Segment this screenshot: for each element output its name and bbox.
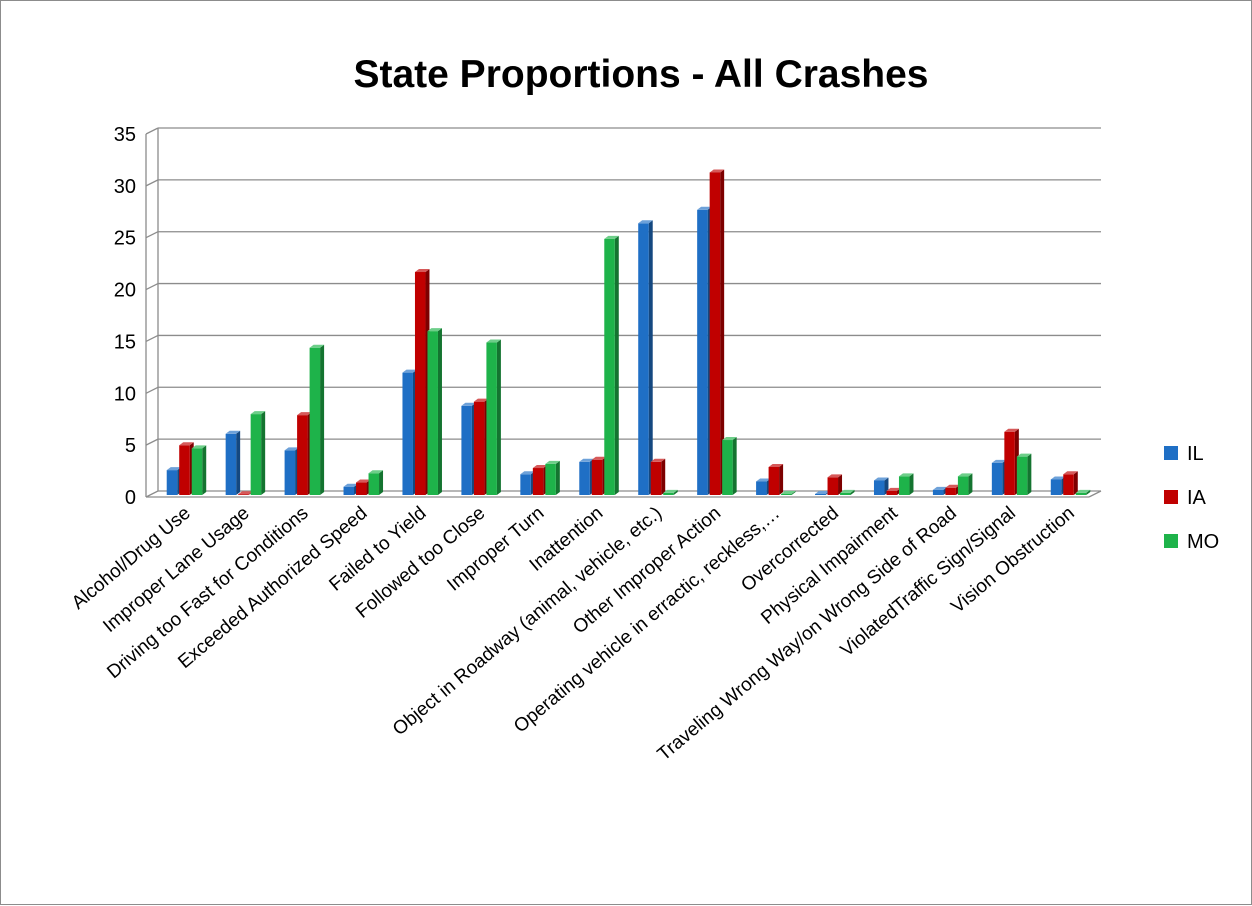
bar-IA: [827, 474, 843, 495]
bar-MO: [250, 411, 266, 495]
bar-IL: [520, 471, 535, 495]
bar-IA: [1004, 428, 1019, 495]
bar-IA: [356, 479, 371, 495]
bar-IA: [238, 491, 253, 495]
bar-IL: [873, 477, 889, 495]
bar-MO: [957, 473, 973, 495]
bar-IA: [414, 269, 430, 495]
chart-title: State Proportions - All Crashes: [353, 53, 928, 96]
legend-swatch-MO: [1164, 534, 1178, 548]
bar-MO: [486, 339, 501, 495]
bar-MO: [191, 445, 207, 495]
gridline-diagonal: [145, 127, 159, 135]
bar-MO: [722, 437, 737, 495]
y-tick-label: 20: [114, 280, 136, 302]
floor-edge: [1088, 490, 1102, 498]
bar-IA: [650, 458, 666, 495]
bar-MO: [1016, 453, 1032, 495]
bar-IA: [886, 487, 901, 495]
gridlines: [145, 127, 1101, 498]
legend: IL IA MO: [1164, 443, 1219, 553]
bar-IA: [532, 465, 548, 495]
bar-IL: [1050, 476, 1066, 495]
y-axis-ticks: 0 5 10 15 20 25 30 35: [114, 124, 136, 509]
bar-IL: [932, 486, 948, 495]
legend-label-MO: MO: [1187, 531, 1219, 553]
gridline-diagonal: [145, 490, 159, 498]
bars: [166, 169, 1091, 496]
bar-MO: [604, 235, 619, 495]
bar-IA: [473, 398, 489, 495]
axes: [145, 128, 1102, 498]
bar-MO: [427, 328, 442, 495]
y-tick-label: 10: [114, 383, 136, 405]
y-tick-label: 15: [114, 331, 136, 353]
bar-IL: [343, 483, 359, 495]
bar-IA: [768, 463, 784, 495]
legend-label-IL: IL: [1187, 443, 1204, 465]
bar-IA: [709, 169, 725, 495]
y-tick-label: 25: [114, 228, 136, 250]
bar-MO: [781, 490, 796, 495]
bar-IL: [991, 459, 1007, 495]
bar-IL: [638, 220, 653, 496]
bar-IL: [756, 478, 771, 495]
bar-MO: [840, 489, 855, 495]
y-tick-label: 0: [125, 487, 136, 509]
bar-IL: [461, 402, 476, 495]
legend-swatch-IL: [1164, 446, 1178, 460]
bar-MO: [898, 473, 914, 495]
bar-IL: [579, 458, 594, 495]
gridline-diagonal: [145, 282, 159, 291]
bar-IL: [225, 430, 241, 495]
bar-MO: [1075, 489, 1091, 495]
gridline-diagonal: [145, 231, 159, 239]
bar-IA: [297, 412, 312, 495]
bar-MO: [368, 470, 384, 495]
bar-IA: [179, 442, 194, 495]
x-category-label: Object in Roadway (animal, vehicle, etc.…: [389, 503, 666, 740]
bar-MO: [309, 344, 325, 495]
bar-IL: [697, 206, 712, 496]
bar-IA: [945, 484, 960, 495]
bar-IL: [284, 447, 300, 495]
legend-label-IA: IA: [1187, 487, 1207, 509]
bar-IA: [591, 456, 607, 495]
bar-MO: [663, 489, 678, 495]
gridline-diagonal: [145, 179, 159, 187]
bar-MO: [545, 460, 560, 495]
bar-IL: [402, 369, 417, 495]
y-tick-label: 5: [125, 435, 136, 457]
y-tick-label: 35: [114, 124, 136, 146]
bar-IL: [166, 467, 182, 495]
legend-swatch-IA: [1164, 490, 1178, 504]
y-tick-label: 30: [114, 176, 136, 198]
bar-IA: [1063, 471, 1078, 495]
gridline-diagonal: [145, 334, 159, 343]
gridline-diagonal: [145, 386, 159, 394]
gridline-diagonal: [145, 438, 159, 446]
